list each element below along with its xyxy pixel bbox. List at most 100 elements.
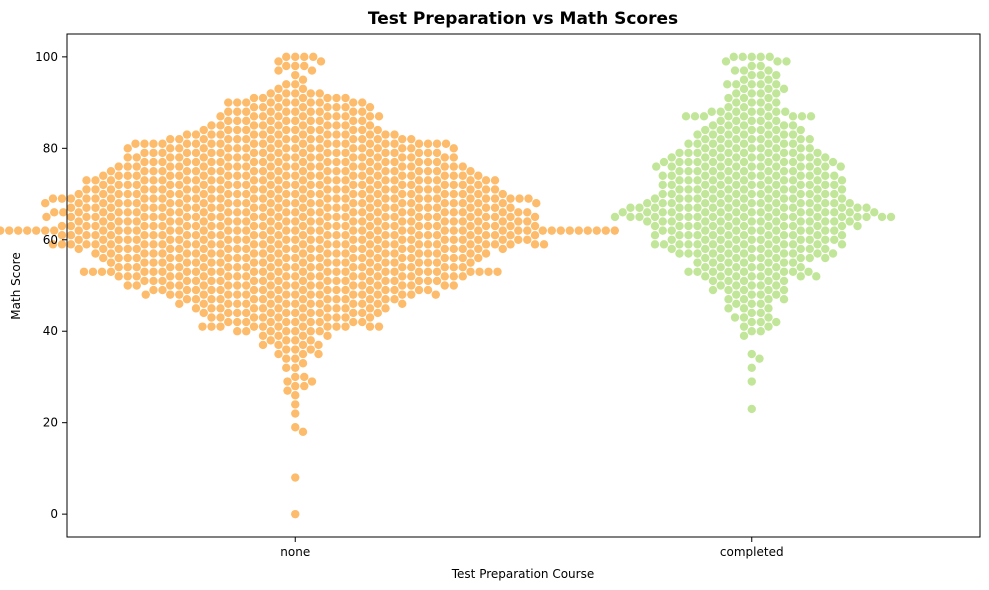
data-point-completed bbox=[732, 189, 741, 199]
data-point-none bbox=[224, 290, 233, 299]
data-point-none bbox=[358, 290, 367, 299]
data-point-completed bbox=[701, 235, 710, 244]
data-point-none bbox=[291, 354, 300, 363]
data-point-none bbox=[323, 285, 332, 295]
data-point-none bbox=[358, 189, 367, 199]
data-point-none bbox=[381, 231, 390, 240]
data-point-none bbox=[266, 308, 275, 318]
data-point-none bbox=[182, 249, 192, 258]
data-point-none bbox=[291, 253, 300, 263]
data-point-none bbox=[5, 226, 14, 235]
data-point-none bbox=[182, 157, 192, 167]
data-point-completed bbox=[779, 258, 789, 267]
data-point-none bbox=[282, 144, 291, 153]
data-point-completed bbox=[788, 221, 798, 231]
data-point-completed bbox=[779, 194, 789, 203]
data-point-none bbox=[266, 208, 275, 217]
data-point-none bbox=[282, 253, 291, 263]
data-point-none bbox=[224, 281, 233, 290]
data-point-none bbox=[199, 162, 208, 171]
data-point-none bbox=[166, 144, 175, 153]
data-point-none bbox=[381, 221, 390, 231]
data-point-none bbox=[381, 240, 390, 249]
data-point-none bbox=[207, 276, 216, 286]
data-point-completed bbox=[724, 194, 733, 203]
data-point-none bbox=[332, 176, 341, 185]
data-point-none bbox=[358, 226, 367, 235]
data-point-completed bbox=[701, 162, 710, 171]
data-point-none bbox=[449, 244, 458, 254]
data-point-none bbox=[291, 263, 300, 272]
data-point-completed bbox=[764, 176, 773, 185]
data-point-none bbox=[258, 102, 268, 112]
data-point-completed bbox=[772, 107, 781, 116]
data-point-none bbox=[158, 148, 167, 158]
data-point-none bbox=[358, 107, 367, 116]
data-point-none bbox=[282, 336, 291, 345]
data-point-none bbox=[398, 180, 407, 190]
data-point-none bbox=[233, 180, 242, 190]
data-point-completed bbox=[870, 208, 879, 217]
data-point-none bbox=[449, 208, 458, 217]
data-point-completed bbox=[732, 290, 741, 299]
data-point-none bbox=[349, 116, 358, 126]
data-point-completed bbox=[756, 327, 765, 336]
data-point-none bbox=[249, 112, 259, 121]
data-point-none bbox=[398, 217, 407, 226]
data-point-none bbox=[166, 253, 175, 263]
data-point-none bbox=[315, 89, 324, 98]
data-point-none bbox=[166, 153, 175, 162]
data-point-completed bbox=[772, 208, 781, 217]
data-point-none bbox=[458, 189, 467, 199]
data-point-none bbox=[166, 189, 175, 199]
data-point-completed bbox=[756, 235, 765, 244]
data-point-completed bbox=[805, 144, 814, 153]
data-point-none bbox=[458, 162, 467, 171]
data-point-completed bbox=[693, 212, 702, 222]
data-point-none bbox=[398, 162, 407, 171]
data-point-none bbox=[191, 139, 201, 148]
data-point-none bbox=[323, 130, 332, 139]
data-point-none bbox=[199, 144, 208, 153]
data-point-completed bbox=[764, 267, 773, 276]
data-point-completed bbox=[747, 80, 756, 89]
data-point-none bbox=[233, 272, 242, 281]
data-point-none bbox=[216, 285, 225, 295]
data-point-none bbox=[349, 308, 358, 318]
data-point-none bbox=[182, 139, 192, 148]
data-point-none bbox=[506, 203, 515, 212]
data-point-none bbox=[114, 217, 123, 226]
data-point-none bbox=[498, 226, 507, 235]
data-point-completed bbox=[643, 208, 652, 217]
data-point-none bbox=[249, 304, 259, 313]
data-point-completed bbox=[701, 125, 710, 135]
data-point-none bbox=[440, 226, 449, 235]
data-point-none bbox=[91, 176, 100, 185]
data-point-none bbox=[149, 249, 158, 258]
data-point-none bbox=[341, 102, 350, 112]
data-point-none bbox=[291, 290, 300, 299]
data-point-completed bbox=[667, 217, 676, 226]
y-tick-label: 80 bbox=[43, 141, 58, 155]
data-point-none bbox=[398, 226, 407, 235]
data-point-none bbox=[199, 299, 208, 308]
data-point-completed bbox=[732, 98, 741, 107]
data-point-completed bbox=[796, 162, 805, 171]
data-point-none bbox=[365, 267, 375, 276]
data-point-completed bbox=[693, 139, 702, 148]
data-point-none bbox=[207, 304, 216, 313]
data-point-none bbox=[216, 212, 225, 222]
data-point-completed bbox=[667, 235, 676, 244]
data-point-none bbox=[99, 226, 108, 235]
data-point-none bbox=[432, 185, 442, 194]
data-point-completed bbox=[708, 231, 718, 240]
data-point-none bbox=[114, 272, 123, 281]
data-point-completed bbox=[732, 226, 741, 235]
data-point-none bbox=[123, 162, 132, 171]
data-point-completed bbox=[739, 331, 749, 340]
data-point-none bbox=[216, 231, 225, 240]
data-point-none bbox=[514, 208, 523, 217]
y-tick-label: 0 bbox=[50, 507, 58, 521]
data-point-none bbox=[258, 258, 268, 267]
data-point-completed bbox=[708, 267, 718, 276]
